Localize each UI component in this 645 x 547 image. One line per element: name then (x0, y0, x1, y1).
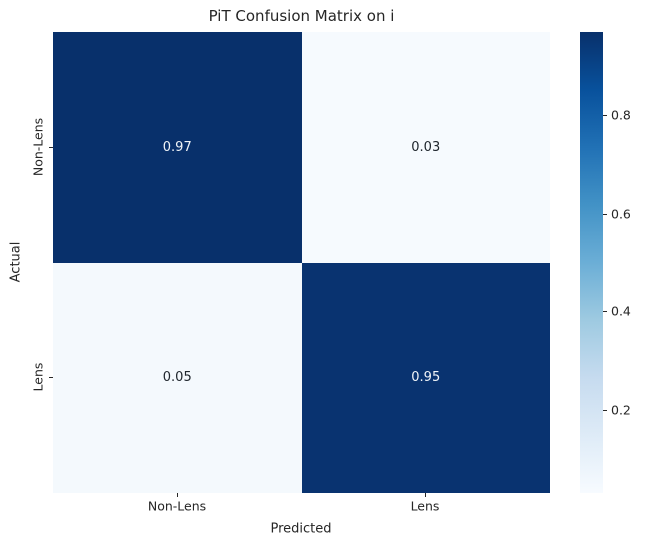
heatmap-cell-actual-lens-pred-lens: 0.95 (301, 262, 550, 493)
heatmap-grid: 0.97 0.03 0.05 0.95 (53, 32, 550, 493)
cell-annotation: 0.97 (162, 139, 192, 155)
colorbar-tick-mark-0-2 (603, 410, 607, 411)
colorbar-tick-label-0-4: 0.4 (611, 303, 631, 319)
colorbar-tick-mark-0-8 (603, 115, 607, 116)
y-tick-mark-lens (49, 377, 53, 378)
colorbar-gradient (580, 32, 603, 493)
heatmap-cell-actual-nonlens-pred-nonlens: 0.97 (53, 32, 302, 263)
y-tick-label-lens: Lens (30, 362, 46, 392)
heatmap-cell-actual-lens-pred-nonlens: 0.05 (53, 262, 302, 493)
x-tick-mark-lens (425, 493, 426, 497)
x-tick-label-lens: Lens (410, 498, 440, 514)
colorbar-tick-label-0-8: 0.8 (611, 107, 631, 123)
y-tick-label-nonlens: Non-Lens (30, 117, 46, 177)
colorbar-tick-label-0-2: 0.2 (611, 402, 631, 418)
colorbar-tick-mark-0-4 (603, 311, 607, 312)
x-axis-label: Predicted (270, 521, 332, 537)
chart-title: PiT Confusion Matrix on i (208, 7, 395, 25)
colorbar-tick-mark-0-6 (603, 214, 607, 215)
y-axis-label: Actual (8, 241, 24, 283)
cell-annotation: 0.95 (411, 370, 441, 386)
y-tick-mark-nonlens (49, 147, 53, 148)
x-tick-label-nonlens: Non-Lens (147, 498, 207, 514)
cell-annotation: 0.05 (162, 370, 192, 386)
colorbar-tick-label-0-6: 0.6 (611, 206, 631, 222)
heatmap-cell-actual-nonlens-pred-lens: 0.03 (301, 32, 550, 263)
cell-annotation: 0.03 (411, 139, 441, 155)
x-tick-mark-nonlens (177, 493, 178, 497)
